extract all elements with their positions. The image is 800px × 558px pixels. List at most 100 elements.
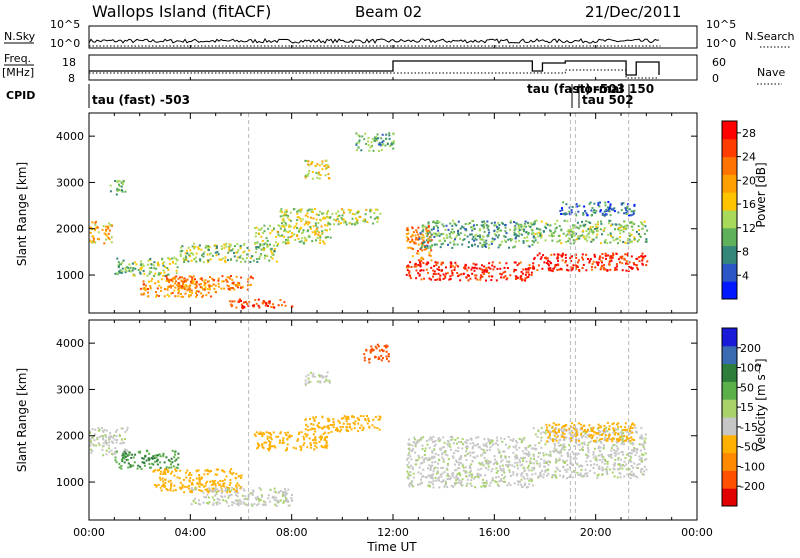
cell (241, 306, 244, 309)
cell (518, 437, 521, 440)
cell (347, 415, 350, 418)
cell (434, 222, 437, 225)
cpid-annotation-4: tau 502 (582, 93, 634, 107)
cell (635, 230, 638, 233)
cell (192, 500, 195, 503)
cell (234, 491, 236, 494)
cell (175, 458, 178, 461)
cell (430, 465, 433, 468)
cell (632, 449, 635, 452)
cell (130, 457, 133, 459)
cell (500, 456, 502, 459)
cell (633, 236, 636, 239)
cell (336, 215, 339, 218)
cell (455, 264, 458, 267)
cell (602, 268, 605, 271)
cell (424, 447, 427, 450)
cell (194, 256, 197, 259)
cell (427, 458, 430, 461)
cell (433, 265, 436, 268)
cell (296, 216, 299, 219)
cell (380, 354, 383, 357)
cell (437, 477, 440, 480)
cell (512, 445, 515, 448)
cell (357, 141, 360, 144)
cell (502, 271, 505, 274)
cell (162, 471, 165, 474)
cell (477, 468, 480, 471)
cell (641, 436, 644, 439)
cell (355, 217, 358, 220)
cell (423, 248, 426, 251)
cell (422, 228, 425, 231)
cell (185, 280, 188, 283)
cell (554, 265, 557, 268)
cell (532, 267, 535, 270)
cell (158, 284, 161, 287)
cell (574, 437, 577, 440)
cell (431, 464, 434, 467)
cell (518, 459, 521, 461)
cell (572, 453, 575, 456)
cell (315, 213, 318, 216)
cell (170, 463, 172, 466)
cell (433, 455, 436, 458)
cell (405, 458, 408, 461)
x-tick-label: 00:00 (681, 526, 713, 539)
cell (340, 417, 343, 420)
cell (340, 217, 343, 220)
time-axis-labels: 00:00 04:00 08:00 12:00 16:00 20:00 00:00 (73, 526, 713, 539)
cell (242, 305, 245, 308)
cell (180, 285, 183, 288)
cell (495, 471, 498, 474)
cell (175, 258, 178, 261)
cell (433, 448, 436, 451)
cell (434, 232, 437, 235)
cell (538, 441, 541, 444)
cell (573, 471, 576, 474)
cell (325, 166, 328, 169)
cell (576, 428, 579, 431)
cell (118, 180, 121, 183)
cell (216, 246, 218, 249)
cell (409, 241, 412, 244)
cell (198, 499, 200, 502)
cell (549, 450, 552, 453)
cell (597, 223, 599, 226)
cell (479, 235, 481, 238)
cell (157, 281, 160, 283)
cell (529, 226, 532, 228)
cell (506, 277, 509, 280)
cell (460, 484, 463, 487)
cell (432, 483, 435, 486)
cell (236, 492, 239, 495)
cell (490, 275, 493, 278)
cell (356, 219, 359, 222)
cell (429, 247, 432, 250)
cell (428, 277, 431, 280)
cell (490, 470, 493, 473)
cell (407, 466, 410, 469)
cell (185, 284, 187, 287)
cell (549, 461, 552, 464)
cell (636, 463, 639, 466)
cell (261, 495, 264, 498)
cell (610, 453, 613, 456)
cell (305, 222, 308, 225)
cell (444, 451, 446, 454)
cell (370, 345, 373, 348)
cell (619, 236, 622, 239)
cell (288, 224, 291, 227)
cell (465, 484, 468, 487)
cell (562, 212, 565, 215)
cell (380, 149, 383, 151)
cell (609, 203, 612, 206)
cell (442, 446, 445, 448)
cell (410, 482, 413, 484)
cell (428, 481, 431, 484)
cell (411, 240, 414, 243)
cell (282, 224, 285, 227)
cell (318, 374, 321, 377)
cell (169, 487, 172, 490)
cell (217, 489, 220, 492)
